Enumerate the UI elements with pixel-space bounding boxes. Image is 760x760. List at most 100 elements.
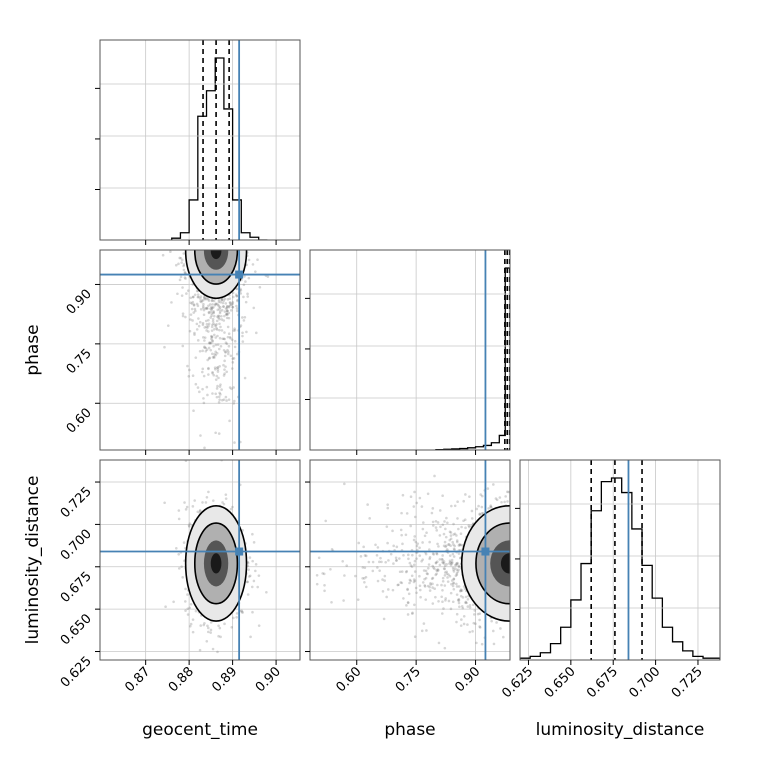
panel-hist-geocent_time (95, 39, 301, 245)
sample-point (211, 298, 214, 302)
sample-point (201, 321, 205, 325)
sample-point (211, 323, 214, 327)
sample-point (446, 521, 449, 525)
sample-point (206, 624, 209, 628)
sample-point (201, 387, 204, 391)
panel-body-hist-phase (310, 250, 510, 450)
sample-point (187, 374, 191, 378)
sample-point (441, 600, 444, 604)
sample-point (426, 584, 430, 588)
sample-point (502, 635, 505, 639)
sample-point (456, 598, 460, 602)
sample-point (432, 553, 435, 556)
sample-point (248, 556, 252, 559)
sample-point (206, 326, 209, 329)
sample-point (375, 553, 379, 557)
sample-point (395, 545, 399, 549)
sample-point (457, 527, 460, 531)
sample-point (436, 568, 440, 571)
sample-point (383, 579, 386, 582)
sample-point (406, 588, 409, 592)
sample-point (217, 300, 221, 304)
sample-point (206, 307, 209, 310)
sample-point (281, 584, 284, 587)
sample-point (464, 601, 467, 605)
sample-point (189, 301, 192, 305)
density-contour-2 (203, 250, 229, 270)
sample-point (228, 297, 232, 300)
sample-point (442, 560, 446, 563)
sample-point (395, 559, 398, 562)
sample-point (206, 393, 209, 397)
sample-point (212, 355, 216, 358)
sample-point (458, 605, 461, 609)
sample-point (216, 384, 219, 388)
sample-point (235, 352, 239, 356)
sample-point (322, 572, 326, 576)
sample-point (223, 359, 226, 363)
sample-point (242, 319, 246, 322)
sample-point (233, 327, 236, 330)
sample-point (424, 598, 428, 601)
xtick-label-luminosity_distance: 0.675 (584, 664, 621, 701)
sample-point (444, 544, 448, 547)
sample-point (232, 402, 236, 405)
sample-point (210, 334, 213, 338)
sample-point (207, 630, 210, 634)
sample-point (499, 627, 502, 630)
sample-point (454, 574, 458, 578)
sample-point (431, 582, 434, 586)
panel-hist-phase (305, 249, 511, 455)
sample-point (194, 356, 198, 359)
sample-point (199, 295, 203, 298)
sample-point (427, 563, 431, 566)
sample-point (449, 591, 453, 595)
sample-point (376, 546, 380, 549)
sample-point (441, 612, 444, 615)
sample-point (207, 299, 211, 302)
sample-point (413, 603, 416, 607)
sample-point (418, 574, 421, 578)
sample-point (193, 293, 197, 297)
sample-point (455, 568, 459, 572)
sample-point (490, 506, 493, 509)
sample-point (464, 493, 467, 496)
sample-point (227, 311, 231, 315)
sample-point (201, 323, 205, 327)
sample-point (231, 302, 234, 306)
sample-point (382, 617, 386, 621)
sample-point (400, 570, 404, 573)
sample-point (450, 504, 453, 508)
sample-point (480, 505, 484, 509)
sample-point (473, 609, 477, 612)
sample-point (229, 354, 233, 358)
sample-point (231, 300, 235, 304)
sample-point (178, 278, 182, 282)
sample-point (208, 303, 212, 306)
sample-point (210, 305, 213, 309)
sample-point (179, 256, 183, 260)
sample-point (425, 572, 429, 575)
sample-point (430, 577, 434, 581)
sample-point (437, 568, 440, 572)
sample-point (215, 323, 218, 326)
sample-point (420, 559, 423, 563)
sample-point (207, 310, 211, 314)
sample-point (208, 356, 211, 360)
sample-point (191, 300, 195, 304)
sample-point (207, 373, 210, 376)
sample-point (354, 574, 357, 578)
sample-point (180, 261, 183, 264)
sample-point (214, 353, 218, 357)
sample-point (445, 516, 448, 520)
sample-point (480, 494, 484, 498)
sample-point (453, 532, 457, 536)
sample-point (215, 327, 218, 330)
sample-point (200, 300, 203, 304)
sample-point (207, 330, 210, 333)
sample-point (426, 567, 430, 570)
sample-point (471, 630, 474, 633)
sample-point (209, 341, 213, 345)
truth-point (481, 547, 490, 556)
sample-point (409, 524, 412, 528)
